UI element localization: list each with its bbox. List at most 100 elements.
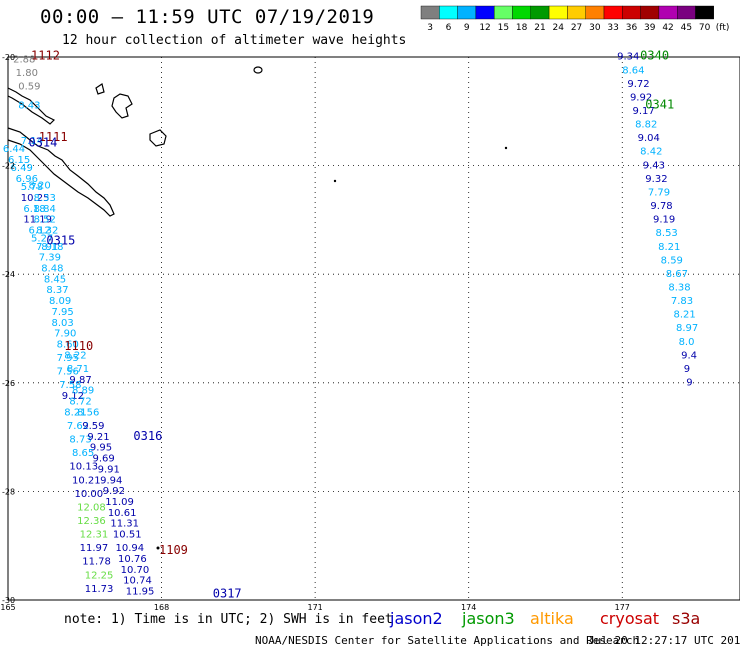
swh-observation: 9.78 bbox=[650, 201, 672, 212]
legend-tick-label: 33 bbox=[607, 23, 618, 33]
swh-observation: 9.43 bbox=[643, 160, 665, 171]
legend-tick-label: 18 bbox=[516, 23, 528, 33]
lat-label: -24 bbox=[2, 270, 15, 279]
swh-observation: 8.33 bbox=[34, 193, 56, 204]
legend-swatch bbox=[548, 5, 568, 20]
swh-observation: 8.20 bbox=[28, 180, 50, 191]
lat-label: -26 bbox=[2, 379, 15, 388]
legend-swatch bbox=[420, 5, 440, 20]
legend-swatch bbox=[457, 5, 477, 20]
swh-observation: 10.21 bbox=[72, 475, 101, 486]
swh-observation: 10.61 bbox=[108, 508, 137, 519]
legend-swatch bbox=[494, 5, 513, 20]
pass-time-label: 0341 bbox=[645, 98, 674, 112]
swh-observation: 8.59 bbox=[661, 255, 683, 266]
legend-unit: (ft) bbox=[716, 23, 730, 33]
swh-observation: 6.15 bbox=[8, 155, 30, 166]
swh-observation: 8.38 bbox=[668, 282, 690, 293]
swh-observation: 7.14 bbox=[21, 136, 43, 147]
legend-jason3: jason3 bbox=[462, 609, 515, 628]
legend-swatch bbox=[622, 5, 641, 20]
swh-observation: 9.92 bbox=[103, 486, 125, 497]
swh-observation: 8.22 bbox=[64, 350, 86, 361]
swh-observation: 1.80 bbox=[16, 68, 38, 79]
legend-swatch bbox=[640, 5, 660, 20]
swh-observation: 9.72 bbox=[627, 79, 649, 90]
legend-cryosat: cryosat bbox=[600, 609, 660, 628]
swh-observation: 8.72 bbox=[69, 397, 91, 408]
footnote: note: 1) Time is in UTC; 2) SWH is in fe… bbox=[64, 612, 393, 627]
loyalty-island-mare bbox=[149, 129, 167, 147]
swh-observation: 7.79 bbox=[648, 187, 670, 198]
swh-observation: 9.04 bbox=[638, 133, 660, 144]
swh-observation: 11.09 bbox=[105, 497, 134, 508]
pass-time-label: 1111 bbox=[39, 130, 68, 144]
swh-observation: 11.95 bbox=[126, 587, 155, 598]
swh-observation: 9.91 bbox=[98, 464, 120, 475]
swh-observation: 7.39 bbox=[39, 253, 61, 264]
legend-swatch bbox=[439, 5, 458, 20]
swh-observation: 7.56 bbox=[57, 367, 79, 378]
swh-observation: 9.17 bbox=[633, 106, 655, 117]
swh-observation: 11.78 bbox=[82, 557, 111, 568]
legend-tick-label: 3 bbox=[427, 23, 433, 33]
coastline bbox=[7, 66, 508, 550]
map-frame bbox=[7, 56, 740, 601]
legend-swatch bbox=[603, 5, 623, 20]
swh-observation: 9.21 bbox=[87, 432, 109, 443]
legend-swatch bbox=[695, 5, 714, 20]
graticule bbox=[8, 57, 740, 600]
swh-observation: 8.21 bbox=[64, 407, 86, 418]
swh-observation: 8.71 bbox=[67, 364, 89, 375]
generation-timestamp: Jul 20 12:27:17 UTC 2019 bbox=[588, 634, 740, 647]
swh-observation: 8.0 bbox=[679, 337, 695, 348]
swh-observation: 8.64 bbox=[622, 65, 644, 76]
pass-time-label: 1112 bbox=[31, 49, 60, 63]
swh-observation: 11.97 bbox=[80, 543, 109, 554]
swh-observation: 8.84 bbox=[34, 204, 56, 215]
pass-time-label: 0314 bbox=[28, 136, 57, 150]
swh-observation: 8.18 bbox=[41, 242, 63, 253]
swh-observation: 8.97 bbox=[676, 323, 698, 334]
legend-tick-label: 15 bbox=[498, 23, 509, 33]
legend-tick-label: 39 bbox=[644, 23, 656, 33]
swh-observation: 8.21 bbox=[658, 242, 680, 253]
swh-observation: 10.76 bbox=[118, 554, 147, 565]
lat-label: -28 bbox=[2, 487, 15, 496]
pass-time-label: 1109 bbox=[159, 543, 188, 557]
swh-observation: 8.43 bbox=[18, 101, 40, 112]
walpole-island bbox=[253, 66, 263, 74]
legend-tick-label: 21 bbox=[534, 23, 545, 33]
new-caledonia-coast bbox=[7, 127, 115, 217]
swh-observation: 7.90 bbox=[54, 329, 76, 340]
swh-observation: 10.51 bbox=[113, 530, 142, 541]
legend-swatch bbox=[475, 5, 495, 20]
legend-tick-label: 36 bbox=[626, 23, 638, 33]
swh-observation: 12.25 bbox=[85, 570, 114, 581]
swh-observation: 6.49 bbox=[11, 163, 33, 174]
swh-observation: 8.73 bbox=[69, 435, 91, 446]
swh-observation: 12.36 bbox=[77, 516, 106, 527]
swh-observation: 10.94 bbox=[115, 543, 144, 554]
swh-observation: 9.32 bbox=[645, 174, 667, 185]
lat-label: -20 bbox=[2, 53, 15, 62]
swh-observation: 12.08 bbox=[77, 502, 106, 513]
legend-tick-label: 45 bbox=[681, 23, 692, 33]
map-subtitle: 12 hour collection of altimeter wave hei… bbox=[62, 33, 407, 48]
pass-time-label: 0316 bbox=[133, 429, 162, 443]
swh-observation: 10.13 bbox=[69, 462, 98, 473]
swh-observation: 7.95 bbox=[57, 353, 79, 364]
swh-observation: 7.62 bbox=[67, 421, 89, 432]
swh-observation: 6.12 bbox=[28, 225, 50, 236]
lat-label: -22 bbox=[2, 162, 15, 171]
pass-time-label: 0340 bbox=[640, 49, 669, 63]
swh-observation: 5.78 bbox=[21, 182, 43, 193]
small-islet-1 bbox=[333, 179, 337, 183]
map-title: 00:00 – 11:59 UTC 07/19/2019 bbox=[40, 6, 375, 28]
legend-tick-label: 9 bbox=[464, 23, 470, 33]
swh-observation: 9.59 bbox=[82, 421, 104, 432]
lat-label: -30 bbox=[2, 596, 15, 605]
swh-observation: 9.4 bbox=[681, 350, 697, 361]
